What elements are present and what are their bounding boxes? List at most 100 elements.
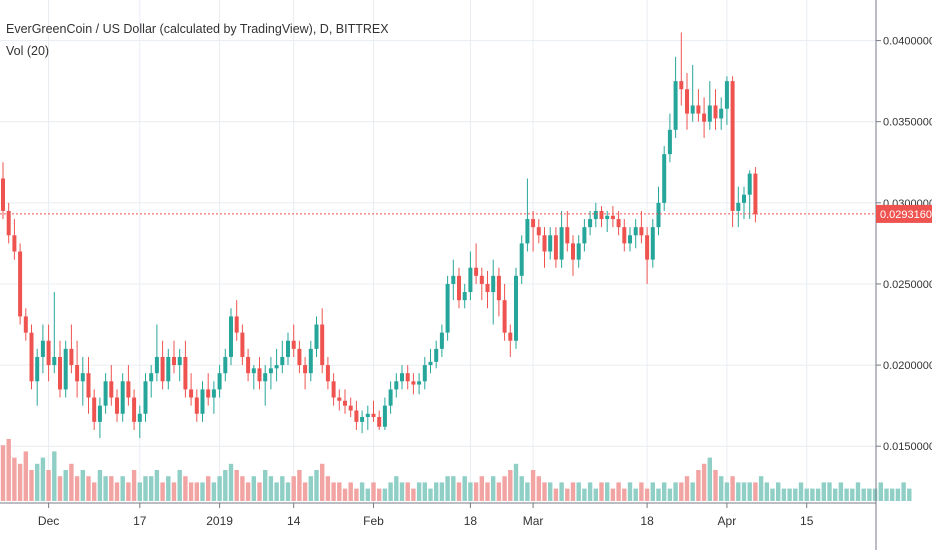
candle <box>280 340 285 374</box>
volume-bar <box>741 482 747 501</box>
volume-bar <box>325 476 331 501</box>
candle <box>80 356 85 406</box>
candle-body <box>303 365 308 374</box>
x-tick-label: 14 <box>287 514 301 528</box>
candle-body <box>314 324 319 349</box>
candle-body <box>457 275 461 301</box>
volume-bar <box>211 482 217 501</box>
candle <box>707 81 712 130</box>
candle-body <box>360 417 365 422</box>
volume-bar <box>855 482 861 501</box>
candle-body <box>234 316 239 333</box>
candle <box>531 210 536 252</box>
candle <box>308 340 313 382</box>
candle <box>582 219 587 252</box>
x-tick-label: Feb <box>363 514 384 528</box>
x-tick-label: 15 <box>800 514 814 528</box>
candle <box>274 348 279 382</box>
candle-body <box>246 356 251 374</box>
volume-bar <box>616 482 621 501</box>
x-tick-label: 18 <box>640 514 654 528</box>
candle <box>103 373 108 414</box>
candle <box>63 340 68 398</box>
x-tick-label: Dec <box>38 514 59 528</box>
candle-body <box>172 356 176 366</box>
candle <box>189 373 194 406</box>
candle-body <box>29 332 34 382</box>
candle-body <box>422 365 427 382</box>
candle <box>508 324 513 357</box>
volume-bar <box>268 476 274 501</box>
last-price-tag <box>876 204 932 223</box>
candle-body <box>92 397 97 422</box>
candle-body <box>525 219 530 244</box>
candle-body <box>149 373 154 382</box>
candle-body <box>633 227 638 236</box>
candle-body <box>639 227 644 236</box>
candle <box>200 381 205 422</box>
candle-body <box>132 397 137 422</box>
candle-body <box>685 89 689 114</box>
candle <box>314 316 319 357</box>
candle-body <box>559 227 564 260</box>
candle <box>445 275 450 341</box>
volume-bar <box>291 476 296 501</box>
candle <box>223 348 228 382</box>
candle-body <box>183 356 188 390</box>
candle <box>588 210 593 236</box>
candle-body <box>662 154 667 203</box>
candle-body <box>439 332 444 349</box>
volume-bar <box>234 470 239 501</box>
volume-bar <box>160 482 165 501</box>
volume-bar <box>126 482 131 501</box>
candle <box>724 76 729 125</box>
candle-body <box>109 381 114 398</box>
volume-bar <box>468 482 473 501</box>
candle-body <box>582 227 587 244</box>
volume-bar <box>508 470 513 501</box>
candle-body <box>650 227 655 260</box>
candle-body <box>479 275 484 284</box>
candle <box>348 397 353 418</box>
candle-body <box>69 348 74 366</box>
candle-body <box>217 373 222 390</box>
candle <box>246 348 251 382</box>
candle-body <box>343 400 347 406</box>
candle-body <box>531 219 536 228</box>
candle-body <box>536 227 541 236</box>
volume-bar <box>519 476 524 501</box>
candle-body <box>645 235 650 260</box>
candle <box>132 389 137 430</box>
volume-bar <box>861 488 866 501</box>
candle-body <box>200 389 205 414</box>
candle-body <box>593 210 598 220</box>
candle-body <box>576 243 581 260</box>
volume-bar <box>434 482 439 501</box>
candle <box>320 308 325 374</box>
last-price-text: 0.02931605 <box>880 209 932 221</box>
volume-bar <box>377 488 382 501</box>
candle-layer <box>1 32 758 439</box>
candle <box>75 340 80 398</box>
volume-bar <box>302 482 308 501</box>
volume-bar <box>166 476 171 501</box>
volume-bar <box>405 482 410 501</box>
candle-body <box>206 389 211 398</box>
volume-bar <box>257 482 262 501</box>
volume-bar <box>206 476 211 501</box>
candle <box>468 251 473 301</box>
volume-bar <box>394 476 399 501</box>
candle-body <box>223 356 228 374</box>
volume-bar <box>97 470 103 501</box>
candle <box>662 146 667 211</box>
candle <box>462 283 467 309</box>
candle <box>183 340 188 398</box>
volume-bar <box>833 488 838 501</box>
candle <box>160 340 165 390</box>
volume-bar <box>263 470 268 501</box>
volume-bar <box>348 482 353 501</box>
candle <box>639 210 644 244</box>
candle-body <box>388 389 393 406</box>
volume-bar <box>228 463 234 501</box>
